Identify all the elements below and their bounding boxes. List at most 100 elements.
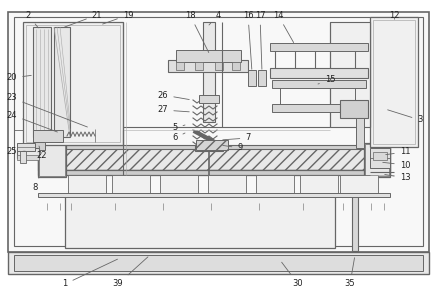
Text: 25: 25: [7, 147, 25, 156]
Bar: [38, 145, 390, 149]
Bar: [54, 27, 70, 137]
Bar: [256, 175, 294, 193]
Bar: [38, 148, 390, 170]
Circle shape: [44, 196, 51, 204]
Circle shape: [354, 196, 361, 204]
Text: 7: 7: [223, 133, 251, 143]
Text: 13: 13: [385, 173, 410, 182]
Bar: [8, 12, 429, 252]
Bar: [370, 17, 418, 147]
Bar: [365, 144, 389, 176]
Bar: [38, 193, 390, 197]
Circle shape: [256, 196, 263, 204]
Text: 4: 4: [209, 10, 221, 25]
Bar: [17, 148, 39, 158]
Text: 30: 30: [282, 262, 303, 289]
Bar: [176, 50, 241, 62]
Bar: [33, 142, 45, 150]
Bar: [195, 62, 203, 70]
Bar: [14, 255, 423, 271]
Bar: [20, 145, 26, 163]
Bar: [14, 17, 423, 246]
Polygon shape: [175, 118, 192, 138]
Bar: [330, 22, 370, 127]
Bar: [215, 62, 223, 70]
Text: 8: 8: [32, 178, 39, 193]
Circle shape: [381, 196, 388, 204]
Text: 10: 10: [383, 161, 410, 170]
Text: 12: 12: [389, 10, 399, 19]
Bar: [23, 22, 123, 145]
Bar: [272, 80, 366, 88]
Bar: [26, 25, 120, 142]
Bar: [270, 68, 368, 78]
Text: 5: 5: [172, 123, 185, 132]
Bar: [248, 70, 256, 86]
Text: 1: 1: [62, 259, 118, 289]
Text: 18: 18: [185, 10, 209, 53]
Circle shape: [340, 196, 347, 204]
Bar: [270, 43, 368, 51]
Text: 27: 27: [158, 106, 189, 115]
Bar: [208, 175, 246, 193]
Text: 22: 22: [37, 146, 47, 159]
Bar: [203, 22, 215, 122]
Circle shape: [41, 196, 48, 204]
Circle shape: [56, 196, 63, 204]
Bar: [176, 62, 184, 70]
Text: 20: 20: [7, 74, 31, 83]
Bar: [112, 175, 150, 193]
Text: 3: 3: [388, 110, 423, 124]
Polygon shape: [380, 100, 395, 118]
Bar: [33, 27, 51, 137]
Bar: [195, 145, 223, 151]
Bar: [8, 252, 429, 274]
Text: 17: 17: [255, 10, 265, 69]
Text: 26: 26: [158, 91, 189, 100]
Bar: [356, 118, 364, 148]
Bar: [17, 155, 39, 160]
Text: 39: 39: [113, 257, 148, 289]
Bar: [68, 175, 106, 193]
Circle shape: [53, 196, 60, 204]
Text: 19: 19: [103, 10, 133, 24]
Bar: [370, 148, 390, 168]
Text: 14: 14: [273, 10, 294, 42]
Text: 9: 9: [223, 144, 243, 152]
Circle shape: [378, 196, 385, 204]
Bar: [196, 140, 228, 150]
Text: 21: 21: [65, 10, 102, 27]
Bar: [33, 130, 63, 142]
Text: 11: 11: [386, 147, 410, 156]
Text: 23: 23: [7, 94, 87, 127]
Bar: [65, 196, 335, 248]
Circle shape: [299, 196, 306, 204]
Bar: [300, 175, 338, 193]
Bar: [199, 95, 219, 103]
Bar: [17, 143, 35, 151]
Polygon shape: [175, 118, 192, 143]
Text: 24: 24: [7, 111, 57, 132]
Circle shape: [90, 129, 100, 139]
Bar: [38, 143, 66, 177]
Circle shape: [67, 196, 74, 204]
Bar: [340, 175, 378, 193]
Bar: [168, 60, 248, 72]
Text: 15: 15: [318, 76, 335, 85]
Text: 35: 35: [345, 258, 355, 289]
Text: 16: 16: [243, 10, 253, 69]
Bar: [272, 104, 366, 112]
Bar: [160, 175, 198, 193]
Circle shape: [368, 196, 375, 204]
Circle shape: [111, 196, 118, 204]
Bar: [258, 70, 266, 86]
Bar: [373, 20, 415, 144]
Bar: [373, 152, 387, 160]
Bar: [364, 143, 390, 177]
Bar: [232, 62, 240, 70]
Circle shape: [208, 196, 215, 204]
Bar: [340, 100, 368, 118]
Bar: [38, 170, 390, 175]
Circle shape: [364, 196, 371, 204]
Text: 6: 6: [172, 133, 185, 143]
